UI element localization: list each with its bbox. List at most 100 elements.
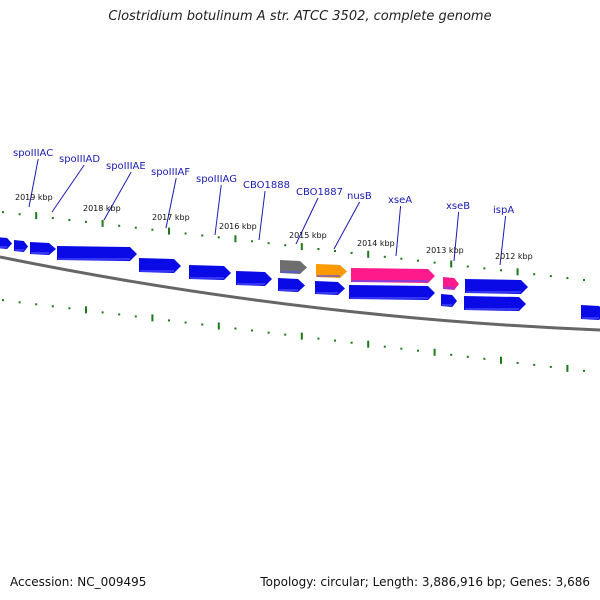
leader-line [258, 190, 266, 241]
gene-label: CBO1888 [243, 180, 290, 191]
gene-arrow [441, 294, 457, 307]
upper-tick [433, 261, 436, 264]
gene-arrow-shade [317, 275, 340, 277]
upper-tick [118, 224, 121, 227]
gene-arrow-shade [350, 297, 428, 299]
upper-tick [35, 212, 38, 220]
gene-labels: spoIIIAC spoIIIAD spoIIIAE spoIIIAF spoIIIAG… [13, 148, 514, 216]
gene-arrow [139, 258, 181, 273]
gene-arrow-shade [465, 308, 519, 310]
upper-tick [168, 227, 170, 235]
gene-arrow-shade [31, 252, 49, 254]
upper-tick [151, 228, 154, 231]
genome-backbone [0, 255, 600, 332]
gene-label: CBO1887 [296, 187, 343, 198]
lower-tick [184, 321, 187, 324]
lower-tick [217, 322, 220, 330]
lower-scale-ticks [2, 299, 585, 372]
upper-scale-ticks [2, 211, 585, 281]
gene-label: spoIIIAE [106, 161, 146, 172]
upper-tick [267, 242, 270, 245]
upper-tick [549, 275, 552, 278]
lower-tick [583, 369, 585, 372]
upper-tick [350, 251, 353, 254]
upper-tick [516, 268, 519, 276]
lower-tick [168, 319, 170, 322]
lower-tick [566, 364, 569, 372]
gene-label: xseA [388, 195, 412, 206]
leader-line [453, 211, 460, 262]
lower-tick [350, 341, 353, 344]
leader-line [295, 197, 319, 245]
leader-line [395, 205, 402, 257]
lower-tick [201, 323, 204, 326]
leader-line [103, 171, 132, 221]
gene-arrow [30, 242, 56, 255]
upper-tick [483, 267, 486, 270]
topology-text: Topology: circular; Length: 3,886,916 bp… [260, 575, 590, 589]
gene-label: ispA [493, 205, 514, 216]
gene-arrow-shade [444, 287, 455, 289]
upper-tick [500, 269, 502, 272]
lower-tick [300, 332, 303, 340]
gene-arrow-shade [140, 270, 174, 272]
lower-tick [483, 357, 486, 360]
upper-tick [450, 260, 453, 268]
gene-arrow-shade [15, 249, 24, 251]
lower-tick [466, 355, 469, 358]
lower-tick [151, 314, 154, 322]
lower-tick [101, 311, 104, 314]
gene-arrow [581, 305, 600, 320]
gene-label: spoIIIAG [196, 174, 237, 185]
gene-arrow-shade [0, 246, 8, 248]
upper-tick [85, 220, 87, 223]
lower-tick [118, 313, 121, 316]
lower-tick [2, 299, 4, 302]
scale-label: 2019 kbp [15, 193, 53, 202]
gene-arrow-shade [279, 289, 298, 291]
gene-arrow-shade [352, 280, 428, 282]
upper-tick [300, 243, 303, 251]
scale-label: 2018 kbp [83, 204, 121, 213]
scale-label: 2013 kbp [426, 246, 464, 255]
upper-tick [201, 234, 204, 237]
leader-line [333, 201, 361, 250]
gene-features [0, 237, 600, 320]
gene-arrow [316, 264, 347, 278]
upper-tick [51, 217, 54, 219]
lower-tick [284, 333, 287, 336]
scale-label: 2016 kbp [219, 222, 257, 231]
leader-line [165, 177, 177, 229]
upper-tick [383, 255, 386, 258]
lower-tick [383, 345, 386, 348]
upper-tick [466, 265, 469, 268]
genome-title: Clostridium botulinum A str. ATCC 3502, … [108, 9, 492, 24]
lower-tick [35, 303, 38, 306]
gene-label: xseB [446, 201, 470, 212]
upper-tick [367, 250, 370, 258]
gene-arrow-shade [237, 283, 265, 285]
gene-label: spoIIIAD [59, 154, 100, 165]
gene-arrow [189, 265, 231, 280]
lower-tick [533, 363, 536, 366]
lower-tick [18, 301, 21, 304]
label-leader-lines [28, 158, 507, 266]
upper-tick [251, 240, 253, 243]
lower-tick [334, 339, 336, 342]
lower-tick [251, 329, 253, 332]
upper-tick [566, 277, 569, 280]
scale-label: 2014 kbp [357, 239, 395, 248]
gene-label: spoIIIAF [151, 167, 190, 178]
gene-arrow [280, 260, 307, 274]
upper-tick [334, 250, 336, 252]
scale-label: 2015 kbp [289, 231, 327, 240]
scale-label: 2012 kbp [495, 252, 533, 261]
upper-tick [583, 279, 585, 281]
gene-label: nusB [347, 191, 372, 202]
leader-line [51, 164, 85, 213]
lower-tick [234, 327, 237, 330]
upper-tick [18, 213, 21, 216]
gene-arrow [351, 268, 435, 283]
upper-tick [68, 219, 71, 221]
